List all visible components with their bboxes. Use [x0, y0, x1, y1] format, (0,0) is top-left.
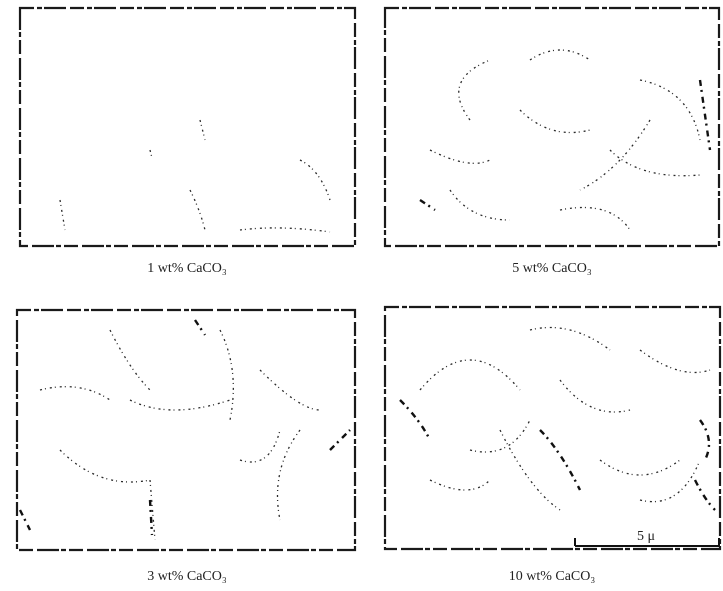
- panel-caption: 1 wt% CaCO₃: [147, 261, 227, 276]
- micrograph-frame: [17, 310, 355, 550]
- scale-bar-label: 5 μ: [637, 529, 655, 544]
- grain-boundary: [20, 320, 350, 535]
- grain-boundary: [60, 120, 205, 230]
- grain-boundary: [420, 80, 710, 210]
- grain-boundary: [400, 400, 715, 510]
- panel-caption: 10 wt% CaCO₃: [509, 569, 596, 584]
- panel-caption: 5 wt% CaCO₃: [512, 261, 592, 276]
- micrograph: [420, 50, 710, 230]
- panel-caption: 3 wt% CaCO₃: [147, 569, 227, 584]
- page: 5 μ 1 wt% CaCO₃ 5 wt% CaCO₃ 3 wt% CaCO₃ …: [0, 0, 723, 586]
- grain-boundary: [420, 328, 710, 511]
- grain-boundary: [40, 330, 320, 540]
- micrograph: [60, 120, 330, 232]
- figure: 5 μ 1 wt% CaCO₃ 5 wt% CaCO₃ 3 wt% CaCO₃ …: [0, 0, 723, 586]
- micrograph: [20, 320, 350, 540]
- micrograph-frame: [385, 8, 719, 246]
- micrograph: [400, 328, 715, 511]
- micrograph-frame: [385, 307, 720, 549]
- grain-boundary: [430, 50, 700, 230]
- micrograph-frame: [20, 8, 355, 246]
- grain-boundary: [240, 160, 330, 232]
